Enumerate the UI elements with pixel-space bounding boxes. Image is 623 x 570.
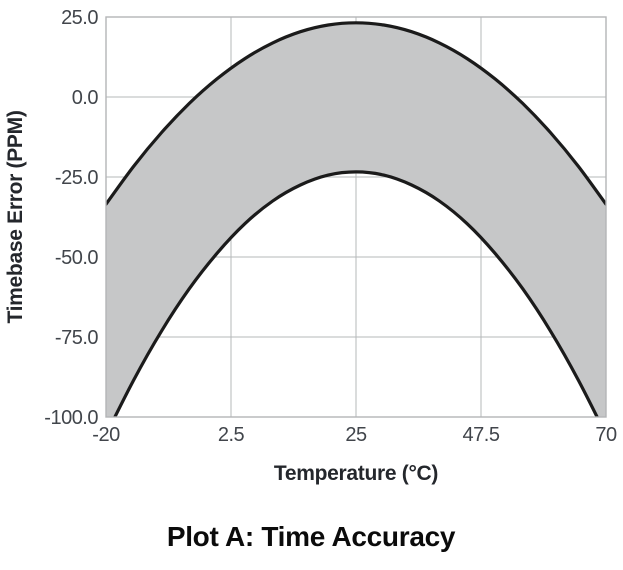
x-tick-label: 47.5 bbox=[463, 424, 500, 446]
x-tick-label: 25 bbox=[345, 424, 367, 446]
plot-border-group bbox=[105, 16, 607, 418]
x-axis-title: Temperature (°C) bbox=[274, 462, 438, 485]
y-tick-label: -50.0 bbox=[55, 247, 98, 269]
upper-bound-curve bbox=[106, 21, 606, 206]
tolerance-band-group bbox=[106, 21, 606, 417]
y-axis-title: Timebase Error (PPM) bbox=[4, 110, 27, 323]
y-tick-label: -25.0 bbox=[55, 167, 98, 189]
tolerance-band bbox=[106, 22, 606, 417]
x-tick-label: 2.5 bbox=[218, 424, 245, 446]
y-tick-label: -100.0 bbox=[44, 407, 98, 429]
x-tick-label: 70 bbox=[595, 424, 617, 446]
tick-labels: 25.0 0.0 -25.0 -50.0 -75.0 -100.0-20 2.5 25 47.5… bbox=[44, 7, 617, 446]
lower-bound-curve bbox=[113, 170, 599, 417]
chart-caption: Plot A: Time Accuracy bbox=[167, 521, 456, 552]
y-tick-label: 0.0 bbox=[72, 87, 99, 109]
y-tick-label: -75.0 bbox=[55, 327, 98, 349]
x-tick-label: -20 bbox=[92, 424, 120, 446]
plot-border bbox=[105, 16, 607, 418]
y-tick-label: 25.0 bbox=[61, 7, 98, 29]
